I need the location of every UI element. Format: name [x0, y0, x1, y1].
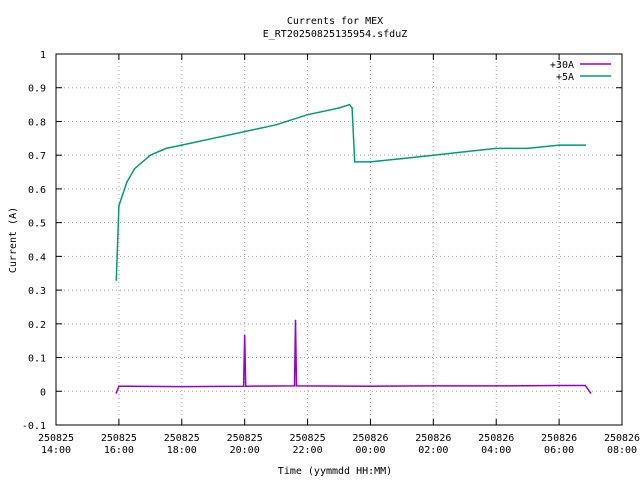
y-tick-label: -0.1: [22, 421, 46, 432]
x-tick-label-time: 14:00: [41, 445, 71, 456]
data-point-30a: [115, 392, 118, 394]
data-point-5a: [351, 107, 353, 109]
plot-frame: [55, 53, 623, 426]
x-tick-label-time: 08:00: [607, 445, 637, 456]
data-point-5a: [275, 124, 277, 126]
data-point-5a: [353, 161, 356, 163]
data-point-30a: [369, 385, 372, 388]
x-tick-label-time: 16:00: [104, 445, 134, 456]
y-tick-label: 0.9: [28, 84, 46, 95]
data-point-5a: [338, 107, 340, 109]
x-tick-label-date: 250826: [478, 433, 514, 444]
x-tick-label-date: 250826: [541, 433, 577, 444]
x-axis-label: Time (yymmdd HH:MM): [278, 466, 392, 477]
x-tick-label-time: 04:00: [481, 445, 511, 456]
data-point-5a: [133, 167, 136, 170]
y-tick-label: 0.5: [28, 219, 46, 230]
y-tick-label: 0: [40, 387, 46, 398]
data-point-5a: [432, 154, 435, 156]
chart-title: Currents for MEX: [287, 16, 383, 27]
data-point-5a: [584, 144, 587, 146]
x-tick-label-time: 20:00: [230, 445, 260, 456]
data-point-30a: [584, 384, 587, 387]
data-point-5a: [348, 103, 351, 106]
data-point-5a: [463, 151, 466, 153]
data-point-30a: [293, 385, 296, 387]
data-point-30a: [295, 385, 298, 387]
tick-layer: -0.100.10.20.30.40.50.60.70.80.912508251…: [22, 50, 640, 456]
data-point-5a: [369, 161, 372, 163]
data-point-30a: [244, 385, 247, 388]
y-tick-label: 1: [40, 50, 46, 61]
data-point-5a: [118, 204, 120, 207]
series-layer: [115, 103, 592, 394]
y-tick-label: 0.3: [28, 286, 46, 297]
x-tick-label-time: 06:00: [544, 445, 574, 456]
data-point-5a: [495, 147, 498, 150]
x-tick-label-date: 250826: [415, 433, 451, 444]
data-point-30a: [558, 384, 560, 387]
x-tick-label-date: 250825: [101, 433, 137, 444]
y-tick-label: 0.8: [28, 117, 46, 128]
y-tick-label: 0.1: [28, 354, 46, 365]
data-point-30a: [180, 385, 183, 388]
x-tick-label-time: 00:00: [355, 445, 385, 456]
data-point-30a: [118, 385, 120, 388]
y-tick-label: 0.6: [28, 185, 46, 196]
x-tick-label-date: 250825: [227, 433, 263, 444]
data-point-30a: [294, 319, 297, 322]
y-tick-label: 0.4: [28, 252, 46, 263]
x-tick-label-date: 250825: [289, 433, 325, 444]
data-point-5a: [212, 137, 215, 140]
legend: +30A+5A: [550, 60, 611, 83]
data-point-30a: [432, 385, 435, 387]
x-tick-label-time: 22:00: [293, 445, 323, 456]
data-point-5a: [243, 130, 246, 133]
x-tick-label-date: 250826: [604, 433, 640, 444]
data-point-5a: [149, 154, 152, 156]
y-axis-label: Current (A): [8, 207, 19, 273]
data-point-5a: [306, 113, 309, 116]
legend-label: +30A: [550, 60, 574, 71]
chart-subtitle: E_RT20250825135954.sfduZ: [263, 29, 408, 40]
data-point-5a: [526, 147, 529, 150]
data-point-5a: [115, 279, 118, 281]
y-tick-label: 0.2: [28, 320, 46, 331]
data-point-5a: [180, 144, 183, 146]
x-tick-label-date: 250825: [38, 433, 74, 444]
data-point-30a: [495, 385, 498, 387]
y-tick-label: 0.7: [28, 151, 46, 162]
x-tick-label-date: 250825: [164, 433, 200, 444]
data-point-5a: [558, 144, 560, 146]
x-tick-label-time: 02:00: [418, 445, 448, 456]
data-point-5a: [401, 157, 403, 160]
data-point-30a: [243, 334, 246, 337]
data-point-5a: [165, 147, 167, 150]
legend-label: +5A: [556, 72, 574, 83]
data-point-30a: [242, 385, 245, 388]
data-point-5a: [125, 181, 128, 183]
x-tick-label-time: 18:00: [167, 445, 197, 456]
data-point-30a: [589, 392, 592, 394]
x-tick-label-date: 250826: [352, 433, 388, 444]
